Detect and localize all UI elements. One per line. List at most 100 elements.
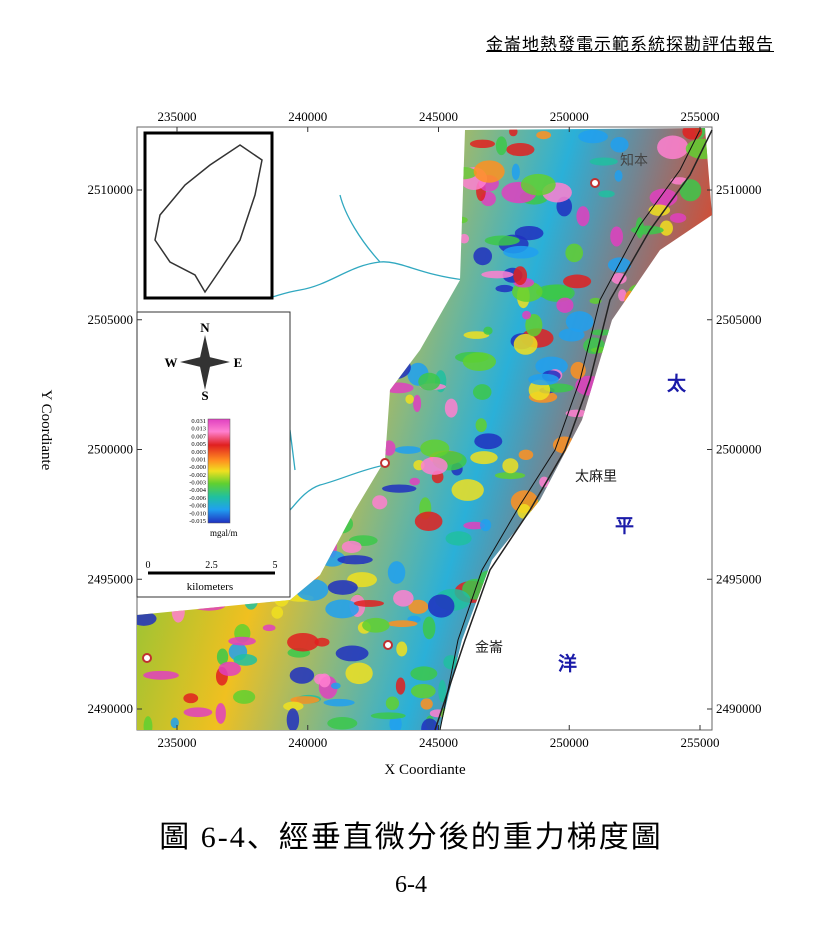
map-texture xyxy=(536,131,552,140)
map-texture xyxy=(648,204,671,216)
map-texture xyxy=(680,261,703,278)
scale-tick-label: 5 xyxy=(273,560,278,571)
map-texture xyxy=(665,263,696,273)
map-texture xyxy=(376,219,386,235)
map-texture xyxy=(420,439,450,458)
map-texture xyxy=(649,426,679,438)
map-texture xyxy=(310,489,321,507)
map-texture xyxy=(392,159,412,177)
map-texture xyxy=(520,605,537,621)
map-texture xyxy=(590,682,606,705)
map-texture xyxy=(233,654,258,666)
map-texture xyxy=(414,511,443,531)
compass-n: N xyxy=(200,320,210,335)
map-texture xyxy=(297,355,319,376)
map-texture xyxy=(640,307,672,316)
map-texture xyxy=(525,313,543,337)
map-texture xyxy=(463,521,486,530)
map-texture xyxy=(616,351,648,359)
colorbar-label: -0.008 xyxy=(189,503,206,510)
map-texture xyxy=(321,143,331,167)
map-texture xyxy=(625,684,640,705)
map-texture xyxy=(590,346,613,354)
map-texture xyxy=(692,497,708,508)
map-texture xyxy=(303,425,316,449)
map-texture xyxy=(382,484,417,493)
map-texture xyxy=(662,610,692,622)
caption: 圖 6-4、經垂直微分後的重力梯度圖 xyxy=(159,821,663,854)
map-texture xyxy=(618,407,650,424)
map-texture xyxy=(544,555,570,563)
map-texture xyxy=(281,185,316,202)
map-texture xyxy=(313,362,325,369)
map-texture xyxy=(630,225,664,235)
map-texture xyxy=(511,163,520,181)
map-texture xyxy=(503,245,539,259)
map-texture xyxy=(215,702,226,724)
map-texture xyxy=(393,589,414,607)
map-texture xyxy=(626,702,639,723)
map-texture xyxy=(353,599,384,607)
map-texture xyxy=(447,135,465,148)
map-texture xyxy=(617,440,641,451)
map-texture xyxy=(484,235,520,246)
colorbar xyxy=(207,418,231,524)
map-texture xyxy=(608,417,621,440)
map-texture xyxy=(578,129,608,144)
map-texture xyxy=(646,511,683,520)
map-texture xyxy=(262,624,276,632)
map-texture xyxy=(569,703,596,719)
colorbar-label: 0.003 xyxy=(191,449,206,456)
map-texture xyxy=(372,164,408,181)
compass-s: S xyxy=(201,388,208,403)
map-texture xyxy=(287,510,311,523)
map-texture xyxy=(600,453,611,470)
colorbar-label: 0.013 xyxy=(191,426,206,433)
map-texture xyxy=(624,290,636,313)
colorbar-unit: mgal/m xyxy=(210,528,238,538)
map-texture xyxy=(590,561,600,580)
y-tick-label: 2490000 xyxy=(716,701,762,716)
map-texture xyxy=(408,599,429,614)
map-texture xyxy=(325,599,359,619)
map-texture xyxy=(519,677,533,698)
map-texture xyxy=(137,611,157,626)
map-texture xyxy=(298,215,311,227)
map-texture xyxy=(335,280,370,290)
map-texture xyxy=(585,443,597,463)
map-texture xyxy=(578,671,589,692)
map-texture xyxy=(444,398,458,418)
map-texture xyxy=(410,666,438,681)
map-texture xyxy=(534,681,557,690)
map-texture xyxy=(329,237,347,253)
map-texture xyxy=(668,317,697,334)
map-texture xyxy=(598,190,615,198)
map-texture xyxy=(421,718,439,730)
map-texture xyxy=(171,600,185,623)
map-texture xyxy=(697,618,712,636)
map-texture xyxy=(690,225,711,245)
map-texture xyxy=(344,176,367,187)
map-texture xyxy=(462,352,496,371)
map-texture xyxy=(454,216,468,224)
map-texture xyxy=(297,337,320,356)
map-texture xyxy=(353,330,371,345)
map-texture xyxy=(407,128,421,144)
map-texture xyxy=(496,566,510,586)
map-texture xyxy=(306,572,319,581)
map-texture xyxy=(474,433,503,450)
map-texture xyxy=(506,143,535,157)
compass-w: W xyxy=(165,355,178,370)
map-texture xyxy=(577,495,609,519)
map-texture xyxy=(170,717,179,729)
map-texture xyxy=(595,497,629,505)
y-tick-label: 2505000 xyxy=(716,312,762,327)
map-texture xyxy=(404,193,413,214)
map-texture xyxy=(513,333,538,355)
x-tick-label: 245000 xyxy=(419,735,458,750)
map-texture xyxy=(577,443,590,455)
map-texture xyxy=(570,361,586,379)
map-texture xyxy=(287,632,319,652)
map-texture xyxy=(413,150,429,166)
map-texture xyxy=(341,540,362,553)
